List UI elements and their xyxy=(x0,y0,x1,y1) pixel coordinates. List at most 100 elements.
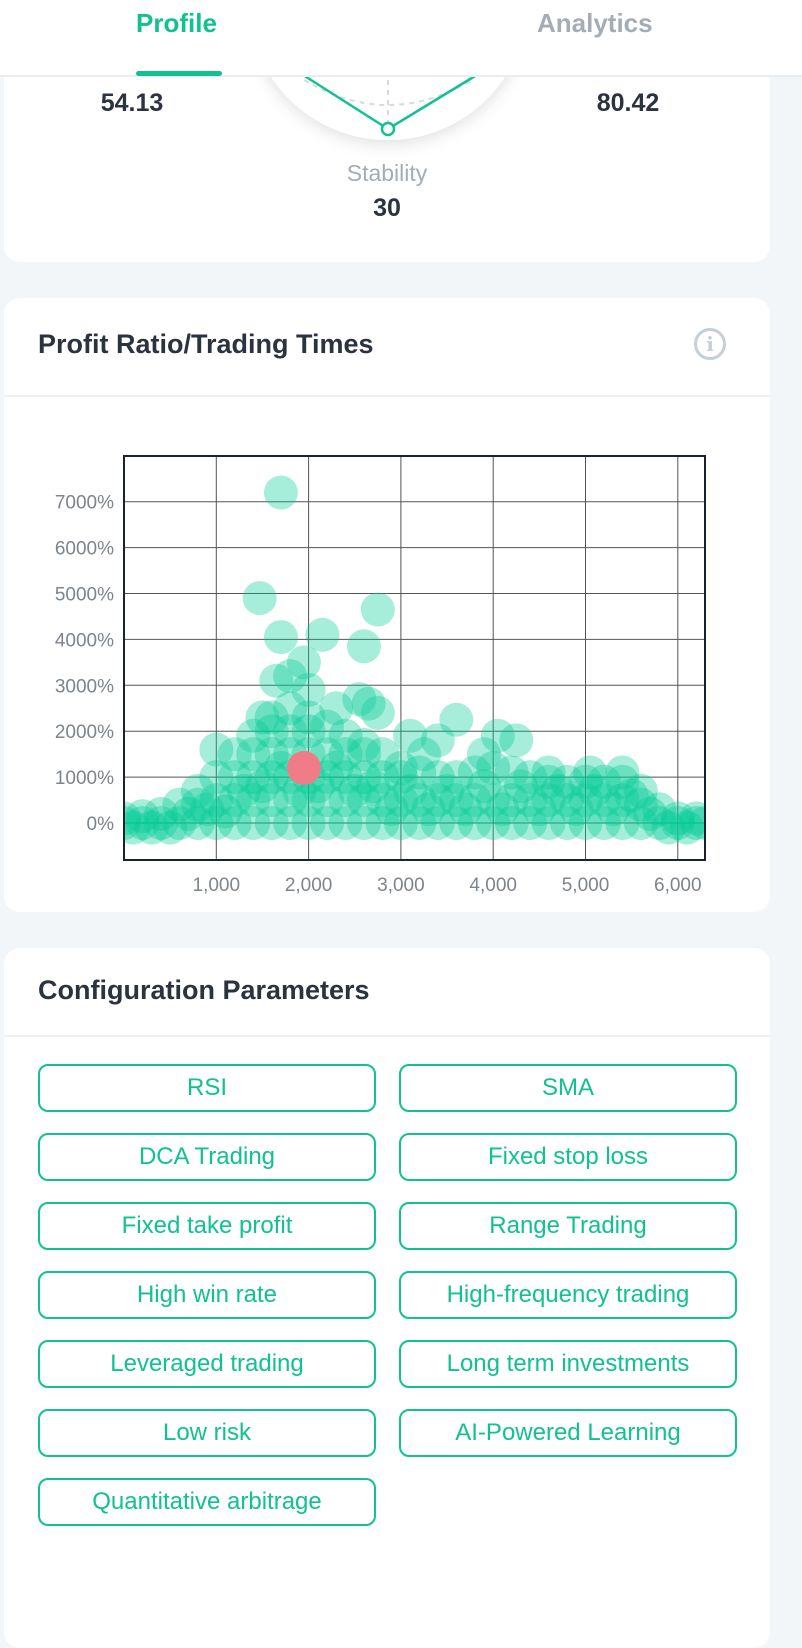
scatter-point xyxy=(242,581,277,616)
scatter-point xyxy=(660,806,695,840)
scatter-point xyxy=(180,806,215,840)
config-tag-dca-trading[interactable]: DCA Trading xyxy=(38,1133,376,1181)
y-tick-label: 7000% xyxy=(55,493,114,514)
scatter-point xyxy=(328,783,363,818)
scatter-point xyxy=(679,806,705,840)
config-tag-low-risk[interactable]: Low risk xyxy=(38,1409,376,1457)
scatter-point xyxy=(217,806,252,840)
scatter-point xyxy=(273,714,308,749)
scatter-point xyxy=(480,718,515,753)
scatter-point xyxy=(124,806,141,840)
scatter-point xyxy=(328,806,363,840)
profit-ratio-card: Profit Ratio/Trading Times i 1,000 2,000 3… xyxy=(4,298,770,912)
scatter-point xyxy=(199,806,234,840)
y-tick-label: 2000% xyxy=(55,722,114,743)
config-tag-high-frequency-trading[interactable]: High-frequency trading xyxy=(399,1271,737,1319)
scatter-point xyxy=(393,773,428,808)
scatter-point xyxy=(513,806,548,840)
scatter-point xyxy=(466,769,501,804)
y-tick-label: 4000% xyxy=(55,630,114,651)
config-tag-range-trading[interactable]: Range Trading xyxy=(399,1202,737,1250)
tab-profile[interactable]: Profile xyxy=(136,8,217,38)
card-title: Configuration Parameters xyxy=(38,975,370,1005)
scatter-point xyxy=(448,792,483,827)
scatter-point xyxy=(596,792,631,827)
scatter-point xyxy=(125,806,160,840)
config-tag-rsi[interactable]: RSI xyxy=(38,1064,376,1112)
scatter-point xyxy=(124,810,151,845)
scatter-point xyxy=(494,755,529,790)
scatter-point xyxy=(383,783,418,818)
scatter-point xyxy=(236,806,271,840)
scatter-point xyxy=(346,629,381,664)
scatter-point xyxy=(199,732,234,767)
scatter-point xyxy=(513,760,548,795)
scatter-point xyxy=(499,723,534,758)
scatter-point xyxy=(660,801,695,836)
scatter-point xyxy=(365,806,400,840)
scatter-point xyxy=(236,760,271,795)
tab-analytics[interactable]: Analytics xyxy=(537,8,653,38)
config-tag-fixed-take-profit[interactable]: Fixed take profit xyxy=(38,1202,376,1250)
info-circle-icon[interactable]: i xyxy=(694,328,726,360)
y-tick-label: 5000% xyxy=(55,585,114,606)
config-tag-quantitative-arbitrage[interactable]: Quantitative arbitrage xyxy=(38,1478,376,1526)
scatter-point xyxy=(208,794,243,829)
scatter-point xyxy=(568,764,603,799)
scatter-point xyxy=(531,783,566,818)
config-tag-fixed-stop-loss[interactable]: Fixed stop loss xyxy=(399,1133,737,1181)
scatter-point xyxy=(679,801,705,836)
scatter-point xyxy=(291,714,326,749)
scatter-point xyxy=(236,737,271,772)
config-tag-long-term-investments[interactable]: Long term investments xyxy=(399,1340,737,1388)
scatter-point xyxy=(346,760,381,795)
scatter-point xyxy=(633,796,668,831)
config-tag-sma[interactable]: SMA xyxy=(399,1064,737,1112)
scatter-point xyxy=(494,783,529,818)
scatter-point xyxy=(273,806,308,840)
scatter-point xyxy=(286,645,321,680)
divider xyxy=(4,1035,770,1037)
scatter-point xyxy=(263,475,298,510)
scatter-point xyxy=(217,737,252,772)
scatter-point xyxy=(439,783,474,818)
scatter-point xyxy=(305,617,340,652)
config-tag-high-win-rate[interactable]: High win rate xyxy=(38,1271,376,1319)
scatter-point xyxy=(406,737,441,772)
scatter-point xyxy=(162,787,197,822)
scatter-point xyxy=(346,806,381,840)
scatter-point xyxy=(420,760,455,795)
configuration-card: Configuration Parameters RSI SMA DCA Tradi… xyxy=(4,948,770,1648)
config-tag-ai-powered-learning[interactable]: AI-Powered Learning xyxy=(399,1409,737,1457)
x-tick-label: 5,000 xyxy=(562,875,610,896)
x-tick-label: 6,000 xyxy=(654,875,702,896)
scatter-point xyxy=(402,755,437,790)
scatter-point xyxy=(328,760,363,795)
scatter-point xyxy=(531,755,566,790)
scatter-point xyxy=(651,810,686,845)
scatter-point xyxy=(273,691,308,726)
card-title: Profit Ratio/Trading Times xyxy=(38,329,374,359)
scatter-point xyxy=(568,806,603,840)
scatter-point xyxy=(310,709,345,744)
scatter-point xyxy=(254,760,289,795)
scatter-point xyxy=(217,783,252,818)
scatter-point xyxy=(485,792,520,827)
scatter-point xyxy=(374,792,409,827)
scatter-point xyxy=(245,700,280,735)
scatter-point xyxy=(531,806,566,840)
scatter-point xyxy=(623,787,658,822)
x-tick-label: 1,000 xyxy=(193,875,241,896)
scatter-point xyxy=(124,801,141,836)
scatter-point xyxy=(550,764,585,799)
radar-bottom-value: 30 xyxy=(373,194,401,222)
y-tick-label: 1000% xyxy=(55,768,114,789)
scatter-point xyxy=(273,659,308,694)
config-tag-leveraged-trading[interactable]: Leveraged trading xyxy=(38,1340,376,1388)
scatter-point xyxy=(328,737,363,772)
scatter-point xyxy=(573,755,608,790)
scatter-point xyxy=(531,764,566,799)
scatter-point xyxy=(457,783,492,818)
scatter-point xyxy=(125,799,160,834)
scatter-point xyxy=(550,806,585,840)
